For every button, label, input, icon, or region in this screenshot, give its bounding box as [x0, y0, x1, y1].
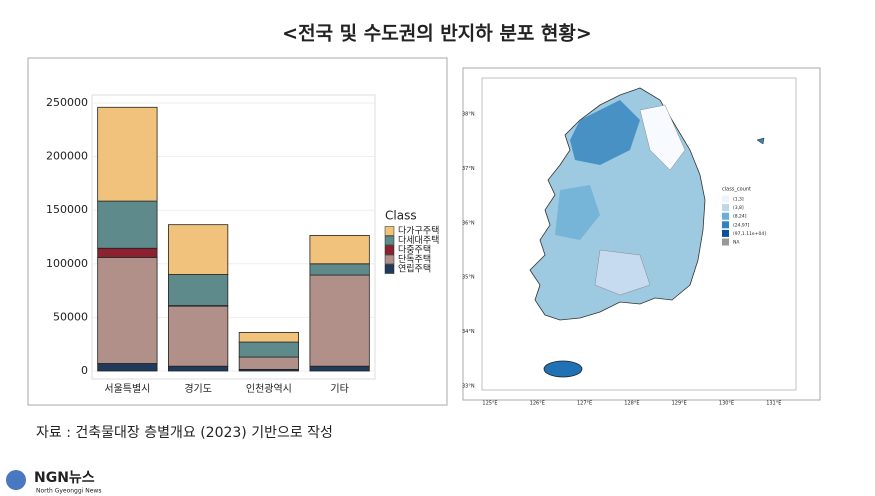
lat-label: 33°N — [462, 384, 475, 390]
legend-label: 다세대주택 — [398, 235, 439, 246]
lat-label: 37°N — [462, 166, 475, 172]
lon-label: 126°E — [530, 401, 545, 407]
lon-label: 129°E — [672, 401, 687, 407]
x-tick-label: 인천광역시 — [246, 383, 292, 395]
bar-segment — [168, 365, 229, 372]
map-legend-swatch — [722, 212, 729, 220]
map-legend-label: (97,1.11e+04] — [733, 231, 766, 237]
logo-subtitle: North Gyeonggi News — [36, 488, 101, 495]
legend-label: 단독주택 — [398, 254, 431, 265]
map-legend-swatch — [722, 238, 729, 246]
logo-icon — [6, 470, 26, 490]
map-legend-label: (24,97] — [733, 222, 750, 228]
legend-swatch — [384, 226, 395, 236]
y-tick-label: 150000 — [46, 203, 88, 216]
map-legend-label: (1,3] — [733, 197, 744, 203]
map-island — [756, 137, 765, 145]
bar-segment — [238, 341, 299, 358]
bar-segment — [309, 234, 370, 265]
map: 38°N 37°N 36°N 35°N 34°N 33°N 125°E 126°E 127°E 1… — [462, 87, 781, 407]
lon-label: 130°E — [719, 401, 734, 407]
bar-segment — [309, 365, 370, 372]
legend-swatch — [384, 235, 395, 246]
bar-segment — [97, 106, 158, 202]
y-tick-label: 50000 — [53, 310, 88, 323]
lon-label: 127°E — [577, 401, 592, 407]
map-legend-swatch — [722, 195, 729, 203]
bar-segment — [168, 274, 229, 307]
map-region — [570, 100, 640, 165]
lat-label: 35°N — [462, 275, 475, 281]
map-jeju — [543, 360, 583, 378]
y-tick-label: 100000 — [46, 257, 88, 270]
bar-segment — [309, 274, 370, 367]
legend-swatch — [384, 254, 395, 265]
x-tick-label: 서울특별시 — [104, 383, 150, 395]
map-region — [639, 104, 686, 171]
bar-segment — [168, 224, 229, 275]
y-tick-label: 250000 — [46, 96, 88, 109]
map-region — [555, 185, 600, 240]
bar-segment — [97, 363, 158, 372]
y-tick-label: 200000 — [46, 150, 88, 163]
y-tick-label: 0 — [81, 364, 88, 377]
map-legend-swatch — [722, 204, 729, 212]
map-legend-title: class_count — [722, 187, 751, 193]
source-note: 자료 : 건축물대장 층별개요 (2023) 기반으로 작성 — [36, 425, 333, 441]
legend-title: Class — [385, 209, 417, 223]
page-title: <전국 및 수도권의 반지하 분포 현황> — [282, 22, 592, 45]
legend-label: 연립주택 — [398, 264, 431, 275]
map-legend-label: NA — [733, 240, 740, 246]
lon-label: 128°E — [624, 401, 639, 407]
x-tick-label: 경기도 — [184, 382, 212, 395]
bar-segment — [97, 200, 158, 249]
bar-segment — [97, 256, 158, 364]
bar-segment — [238, 356, 299, 370]
legend-swatch — [384, 264, 395, 274]
lat-label: 34°N — [462, 329, 475, 335]
bar-segment — [309, 263, 370, 276]
legend-label: 다가구주택 — [398, 226, 439, 237]
lon-label: 125°E — [482, 401, 497, 407]
map-legend-swatch — [722, 229, 729, 237]
x-tick-label: 기타 — [330, 383, 348, 395]
bar-segment — [97, 247, 158, 258]
legend-label: 다중주택 — [398, 245, 431, 256]
logo-name: NGN뉴스 — [34, 470, 95, 486]
map-region — [594, 249, 651, 296]
map-legend-label: (3,8] — [733, 205, 744, 211]
map-legend-label: (8,24] — [733, 214, 747, 220]
bar-segment — [168, 305, 229, 367]
lon-label: 131°E — [766, 401, 781, 407]
bar-segment — [238, 332, 299, 343]
lat-label: 36°N — [462, 220, 475, 226]
map-legend-swatch — [722, 221, 729, 229]
legend-swatch — [384, 245, 395, 255]
lat-label: 38°N — [462, 112, 475, 118]
